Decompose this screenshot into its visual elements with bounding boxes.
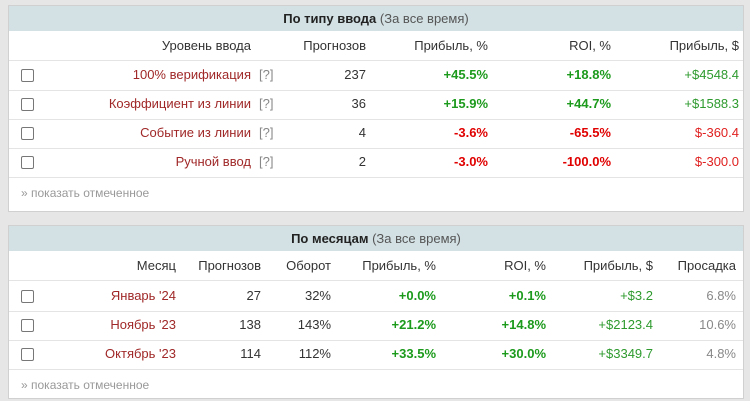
row-label: Ручной ввод [175, 154, 251, 169]
cell: +15.9% [443, 96, 488, 111]
checkbox[interactable] [21, 69, 34, 82]
column-header: Прогнозов [303, 38, 366, 53]
row-divider [9, 60, 743, 61]
cell: 27 [246, 288, 261, 303]
help-link[interactable]: [?] [259, 154, 274, 169]
cell: +$2123.4 [598, 317, 653, 332]
column-header: Прибыль, % [414, 38, 488, 53]
column-header: Прибыль, $ [669, 38, 739, 53]
column-header: ROI, % [504, 258, 546, 273]
cell: +0.1% [508, 288, 546, 303]
cell: +$1588.3 [684, 96, 739, 111]
cell: 2 [358, 154, 366, 169]
row-label: Ноябрь '23 [110, 317, 176, 332]
cell: +33.5% [391, 346, 436, 361]
show-selected-link[interactable]: » показать отмеченное [21, 378, 150, 392]
panel-title: По месяцам [291, 231, 369, 246]
column-header: ROI, % [569, 38, 611, 53]
row-label: Коэффициент из линии [108, 96, 251, 111]
cell: -3.6% [454, 125, 488, 140]
column-header: Прогнозов [198, 258, 261, 273]
column-header: Прибыль, $ [583, 258, 653, 273]
row-divider [9, 177, 743, 178]
cell: 114 [240, 346, 261, 361]
cell: +0.0% [398, 288, 436, 303]
cell: +$4548.4 [684, 67, 739, 82]
panel: По месяцам (За все время) Месяц Прогнозов О… [8, 225, 744, 399]
cell: +18.8% [566, 67, 611, 82]
cell: +21.2% [391, 317, 436, 332]
column-header: Просадка [677, 258, 736, 273]
cell: +$3.2 [620, 288, 653, 303]
cell: 4 [358, 125, 366, 140]
column-header: Месяц [136, 258, 176, 273]
cell: 4.8% [706, 346, 736, 361]
cell: $-300.0 [694, 154, 739, 169]
panel-header: По месяцам (За все время) [9, 226, 743, 251]
show-selected-link[interactable]: » показать отмеченное [21, 186, 150, 200]
cell: -65.5% [569, 125, 611, 140]
row-divider [9, 119, 743, 120]
column-header: Прибыль, % [362, 258, 436, 273]
cell: 143% [297, 317, 331, 332]
cell: $-360.4 [694, 125, 739, 140]
row-label: Октябрь '23 [105, 346, 176, 361]
cell: 237 [344, 67, 366, 82]
row-divider [9, 340, 743, 341]
panel-title: По типу ввода [283, 11, 377, 26]
cell: 36 [351, 96, 366, 111]
row-divider [9, 148, 743, 149]
checkbox[interactable] [21, 156, 34, 169]
row-label: 100% верификация [132, 67, 251, 82]
panel-header: По типу ввода (За все время) [9, 6, 743, 31]
checkbox[interactable] [21, 98, 34, 111]
cell: 10.6% [699, 317, 736, 332]
row-label: Январь '24 [110, 288, 176, 303]
column-header: Оборот [286, 258, 331, 273]
cell: +14.8% [501, 317, 546, 332]
cell: +44.7% [566, 96, 611, 111]
checkbox[interactable] [21, 319, 34, 332]
panel-subtitle: (За все время) [379, 11, 469, 26]
cell: 138 [239, 317, 261, 332]
cell: 112% [298, 346, 331, 361]
panel-subtitle: (За все время) [372, 231, 461, 246]
checkbox[interactable] [21, 127, 34, 140]
row-divider [9, 90, 743, 91]
cell: +30.0% [501, 346, 546, 361]
panel: По типу ввода (За все время) Уровень ввод… [8, 5, 744, 212]
help-link[interactable]: [?] [259, 96, 274, 111]
cell: -100.0% [562, 154, 611, 169]
checkbox[interactable] [21, 290, 34, 303]
help-link[interactable]: [?] [259, 125, 274, 140]
cell: +45.5% [443, 67, 488, 82]
checkbox[interactable] [21, 348, 34, 361]
column-header: Уровень ввода [161, 38, 251, 53]
help-link[interactable]: [?] [259, 67, 274, 82]
cell: +$3349.7 [598, 346, 653, 361]
cell: 32% [304, 288, 331, 303]
cell: -3.0% [454, 154, 488, 169]
row-divider [9, 311, 743, 312]
row-divider [9, 369, 743, 370]
row-label: Событие из линии [140, 125, 251, 140]
cell: 6.8% [706, 288, 736, 303]
row-divider [9, 280, 743, 281]
